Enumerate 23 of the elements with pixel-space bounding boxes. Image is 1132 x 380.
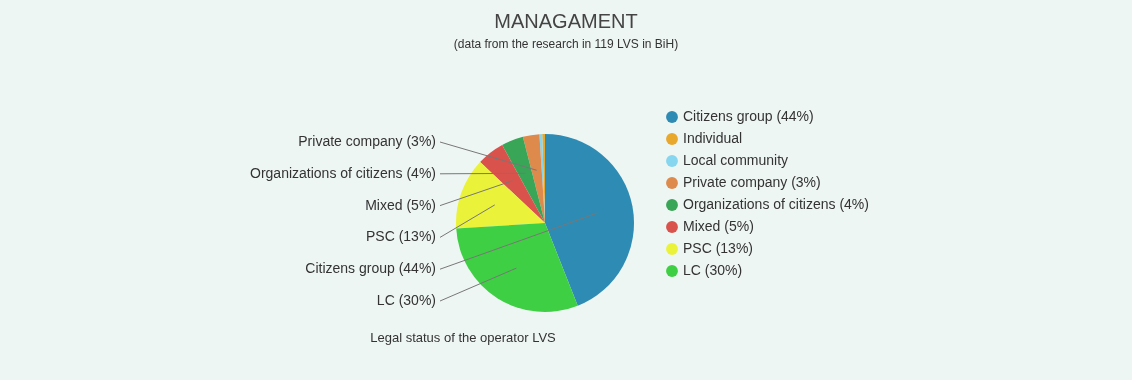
pie-slice <box>502 136 545 223</box>
chart-subtitle: (data from the research in 119 LVS in BiH) <box>453 37 679 51</box>
data-label: Private company (3%) <box>298 133 436 149</box>
pie-slice <box>545 134 634 306</box>
data-label: Mixed (5%) <box>365 196 436 213</box>
legend-label: LC (30%) <box>683 262 743 278</box>
legend-label: Local community <box>683 152 789 168</box>
pie-slice <box>522 134 545 223</box>
legend-label: Private company (3%) <box>683 174 821 190</box>
legend-label: Mixed (5%) <box>683 218 754 234</box>
data-label: Organizations of citizens (4%) <box>250 164 436 181</box>
text: Legal status of the operator LVS <box>370 330 557 345</box>
pie-slice <box>456 223 578 312</box>
pie-slice <box>480 145 545 223</box>
legend-label: Citizens group (44%) <box>683 108 814 124</box>
legend-label: Individual <box>683 130 743 146</box>
data-label: Citizens group (44%) <box>305 260 436 277</box>
pie-slice <box>456 162 545 229</box>
legend-label: Organizations of citizens (4%) <box>683 196 869 212</box>
chart-title: MANAGAMENT <box>494 10 638 32</box>
legend-label: PSC (13%) <box>683 240 754 256</box>
data-label: PSC (13%) <box>365 228 436 245</box>
data-label: LC (30%) <box>376 292 436 308</box>
